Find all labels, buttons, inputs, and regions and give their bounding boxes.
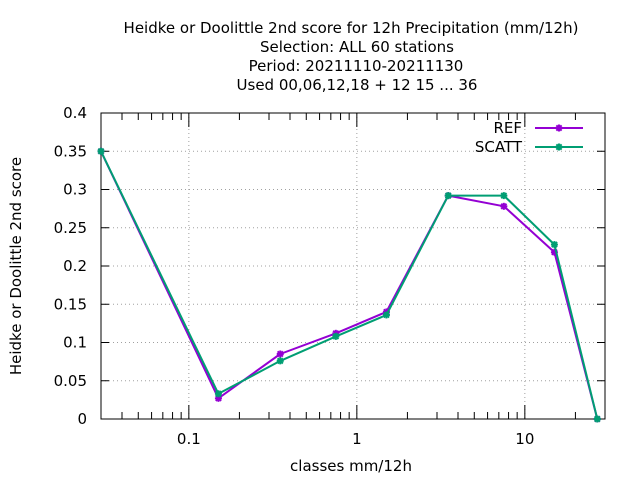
data-point <box>215 390 222 398</box>
series-scatt <box>97 147 601 423</box>
data-point <box>332 333 340 340</box>
data-point <box>383 311 390 319</box>
y-tick-label: 0.05 <box>54 372 87 390</box>
series-line <box>100 150 599 420</box>
y-tick-label: 0.1 <box>63 334 87 352</box>
data-point <box>276 357 284 365</box>
x-axis-label: classes mm/12h <box>290 457 412 475</box>
legend-label-scatt: SCATT <box>475 138 523 156</box>
y-tick-label: 0.3 <box>63 181 87 199</box>
data-point <box>500 192 508 199</box>
data-point <box>276 350 284 358</box>
y-tick-label: 0.2 <box>63 257 87 275</box>
chart-title: Heidke or Doolittle 2nd score for 12h Pr… <box>124 19 579 94</box>
series-line <box>100 150 599 420</box>
legend-label-ref: REF <box>493 119 522 137</box>
data-point <box>500 202 508 210</box>
tick-labels: 0 0.05 0.1 0.15 0.2 0.25 0.3 0.35 0.4 0.1 1 10 <box>54 104 535 448</box>
plot-frame <box>100 112 606 420</box>
chart-title-line-2: Selection: ALL 60 stations <box>260 38 454 56</box>
legend-marker <box>555 124 563 132</box>
grid <box>101 112 605 420</box>
data-point <box>97 147 105 155</box>
chart-title-line-4: Used 00,06,12,18 + 12 15 ... 36 <box>237 76 478 94</box>
chart-title-line-3: Period: 20211110-20211130 <box>249 57 464 75</box>
y-tick-label: 0 <box>77 410 87 428</box>
y-tick-label: 0.15 <box>54 295 87 313</box>
y-tick-label: 0.25 <box>54 219 87 237</box>
data-point <box>551 241 558 248</box>
series <box>97 147 601 423</box>
x-tick-label: 0.1 <box>177 430 201 448</box>
chart-title-line-1: Heidke or Doolittle 2nd score for 12h Pr… <box>124 19 579 37</box>
y-axis-label: Heidke or Doolittle 2nd score <box>7 157 25 375</box>
y-tick-label: 0.35 <box>54 142 87 160</box>
y-tick-label: 0.4 <box>63 104 87 122</box>
legend-marker <box>555 143 563 151</box>
data-point <box>444 192 452 199</box>
x-tick-label: 10 <box>515 430 534 448</box>
data-point <box>593 415 601 423</box>
x-tick-label: 1 <box>352 430 362 448</box>
